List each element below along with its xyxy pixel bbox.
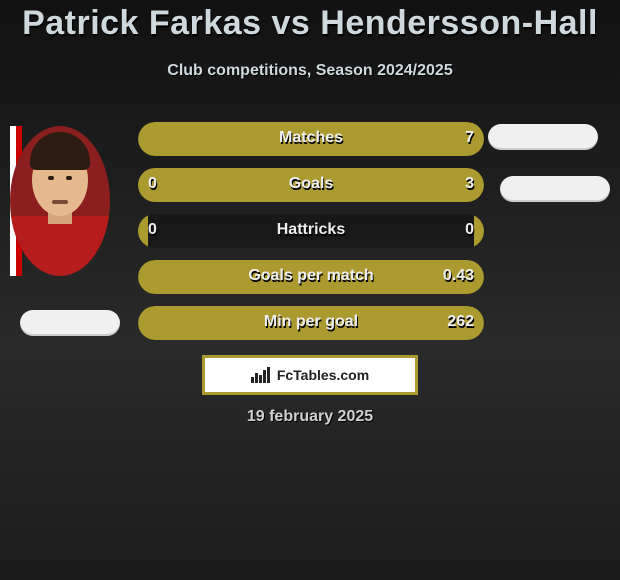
player-avatar-left-placeholder [20, 310, 120, 336]
brand-text: FcTables.com [277, 367, 369, 383]
stat-bar: Goals0 3 [138, 168, 484, 202]
stat-label: Goals [138, 175, 484, 193]
stat-bars: Matches7Goals03Hattricks00Goals per matc… [138, 122, 484, 352]
page-title: Patrick Farkas vs Hendersson-Hall [0, 4, 620, 43]
stat-left-value: 0 [148, 221, 157, 239]
stat-bar: Hattricks0 0 [138, 214, 484, 248]
stat-label: Min per goal [138, 313, 484, 331]
stat-bar: Matches7 [138, 122, 484, 156]
stat-right-value: 3 [465, 175, 474, 193]
comparison-card: Patrick Farkas vs Hendersson-Hall Club c… [0, 0, 620, 580]
stat-right-value: 7 [465, 129, 474, 147]
page-subtitle: Club competitions, Season 2024/2025 [0, 62, 620, 80]
stat-bar: Goals per match0.43 [138, 260, 484, 294]
stat-right-value: 0.43 [443, 267, 474, 285]
player-avatar-right-placeholder-1 [488, 124, 598, 150]
stat-bar: Min per goal262 [138, 306, 484, 340]
date-label: 19 february 2025 [0, 408, 620, 426]
player-avatar-right-placeholder-2 [500, 176, 610, 202]
stat-label: Matches [138, 129, 484, 147]
bar-chart-icon [251, 367, 271, 383]
stat-left-value: 0 [148, 175, 157, 193]
stat-label: Goals per match [138, 267, 484, 285]
stat-label: Hattricks [138, 221, 484, 239]
player-avatar-left [10, 126, 110, 276]
stat-right-value: 0 [465, 221, 474, 239]
stat-right-value: 262 [447, 313, 474, 331]
brand-badge[interactable]: FcTables.com [202, 355, 418, 395]
